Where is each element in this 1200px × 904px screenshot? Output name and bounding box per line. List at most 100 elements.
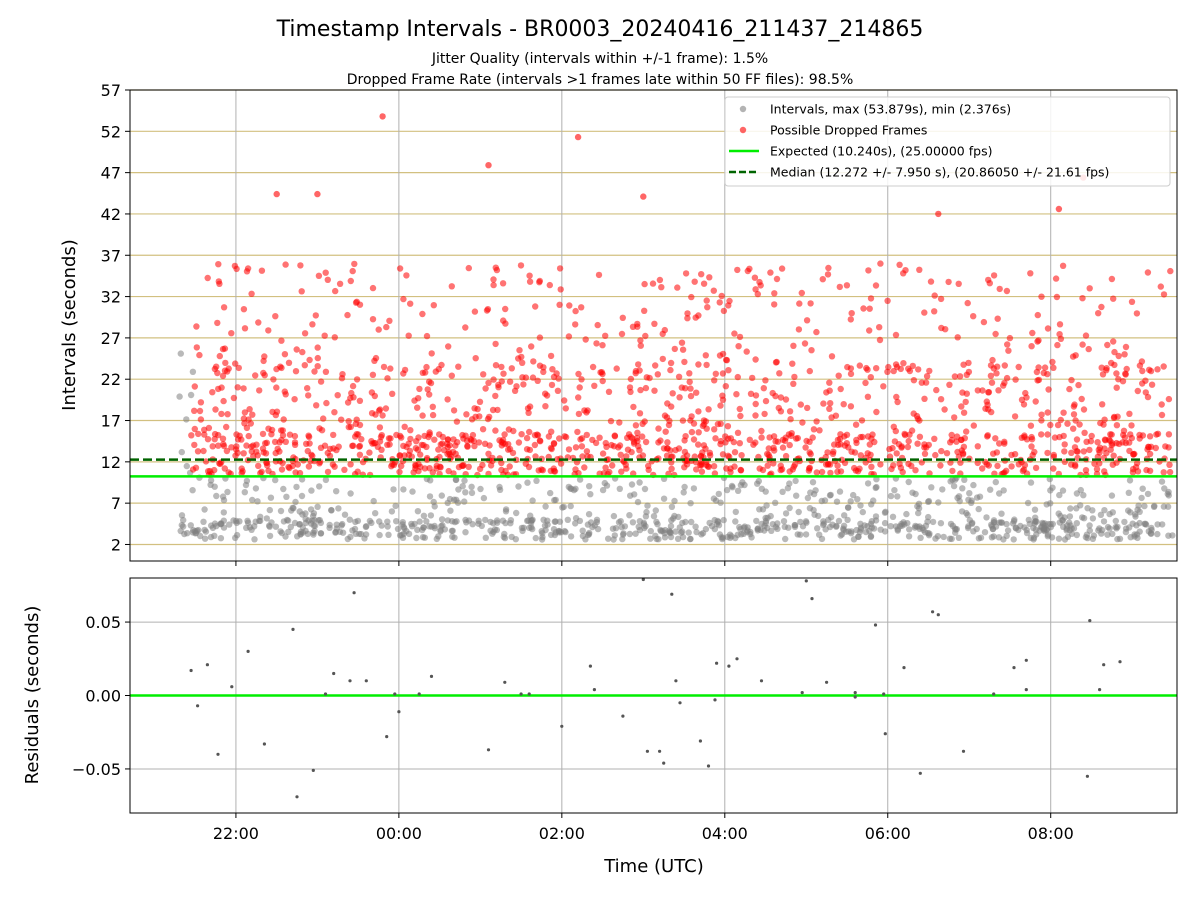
dropped-frame-point: [331, 463, 338, 470]
dropped-frame-point: [834, 462, 841, 469]
dropped-frame-point: [798, 289, 805, 297]
interval-point: [1132, 511, 1139, 518]
dropped-frame-point: [705, 406, 712, 413]
dropped-frame-point: [205, 468, 212, 475]
dropped-frame-point: [608, 441, 615, 449]
interval-point: [339, 529, 347, 536]
residual-point: [825, 680, 829, 684]
interval-point: [628, 481, 636, 488]
interval-point: [280, 485, 287, 493]
interval-point: [299, 529, 307, 536]
interval-point: [739, 479, 746, 486]
dropped-frame-point: [816, 427, 823, 434]
interval-point: [988, 534, 996, 541]
interval-point: [983, 514, 990, 521]
dropped-frame-point: [314, 344, 321, 351]
interval-point: [180, 523, 187, 530]
residuals-y-tick-label: 0.05: [85, 613, 121, 632]
dropped-frame-point: [983, 398, 990, 405]
dropped-frame-point: [440, 446, 448, 454]
dropped-frame-point: [884, 297, 891, 304]
dropped-frame-point: [876, 336, 884, 344]
dropped-frame-point: [916, 433, 924, 440]
dropped-frame-point: [387, 365, 394, 372]
dropped-frame-point: [330, 431, 337, 439]
dropped-frame-point: [214, 319, 221, 327]
interval-point: [1151, 502, 1158, 510]
interval-point: [230, 517, 237, 524]
dropped-frame-point: [797, 401, 804, 408]
interval-point: [438, 516, 446, 523]
dropped-frame-point: [1018, 396, 1026, 403]
dropped-frame-point: [910, 377, 918, 384]
interval-point: [976, 493, 984, 500]
interval-point: [311, 527, 318, 535]
interval-point: [932, 535, 939, 542]
interval-point: [970, 481, 977, 489]
dropped-frame-point: [888, 465, 895, 473]
dropped-frame-point: [258, 267, 266, 274]
dropped-frame-point: [278, 466, 286, 473]
intervals-y-tick-label: 32: [101, 288, 121, 307]
dropped-frame-point: [211, 430, 219, 438]
dropped-frame-point: [556, 435, 563, 442]
dropped-frame-point: [554, 387, 562, 394]
interval-point: [438, 492, 445, 499]
dropped-frame-point: [1051, 434, 1059, 441]
dropped-frame-point: [770, 460, 777, 467]
dropped-frame-point: [515, 355, 522, 362]
dropped-frame-point: [1073, 436, 1081, 443]
interval-point: [822, 526, 829, 533]
residual-point: [1024, 688, 1028, 692]
dropped-frame-point: [841, 459, 849, 467]
dropped-frame-point: [244, 265, 252, 272]
dropped-frame-point: [711, 377, 718, 384]
dropped-frame-point: [947, 459, 954, 466]
interval-point: [835, 517, 843, 525]
dropped-frame-point: [736, 405, 743, 413]
interval-point: [605, 535, 612, 542]
intervals-y-tick-label: 52: [101, 122, 121, 141]
interval-point: [507, 520, 514, 527]
dropped-frame-point: [682, 270, 690, 277]
dropped-frame-point: [282, 438, 289, 445]
dropped-frame-point: [988, 379, 996, 386]
interval-point: [769, 521, 776, 528]
dropped-frame-point: [933, 386, 940, 394]
dropped-frame-point: [992, 330, 999, 338]
interval-point: [939, 486, 946, 493]
dropped-frame-point: [1107, 446, 1114, 453]
interval-point: [576, 476, 584, 483]
dropped-frame-point: [963, 428, 970, 435]
intervals-y-axis-label: Intervals (seconds): [59, 239, 80, 411]
interval-point: [917, 534, 924, 541]
dropped-frame-point: [216, 460, 223, 467]
dropped-frame-point: [866, 327, 873, 334]
interval-point: [533, 477, 540, 484]
dropped-frame-point: [843, 282, 851, 289]
dropped-frame-point: [476, 398, 484, 405]
interval-point: [1122, 528, 1130, 536]
dropped-frame-point: [1044, 409, 1051, 416]
interval-point: [724, 533, 731, 541]
interval-point: [802, 531, 810, 538]
dropped-frame-point: [619, 314, 626, 321]
dropped-frame-point: [640, 193, 647, 200]
interval-point: [493, 517, 501, 524]
dropped-frame-point: [731, 330, 738, 337]
interval-point: [1116, 535, 1124, 542]
dropped-frame-point: [475, 439, 483, 446]
interval-point: [680, 489, 687, 496]
interval-point: [738, 531, 745, 538]
interval-point: [668, 503, 676, 510]
dropped-frame-point: [635, 361, 642, 368]
dropped-frame-point: [583, 431, 590, 439]
dropped-frame-point: [847, 403, 855, 410]
dropped-frame-point: [410, 469, 417, 476]
interval-point: [877, 526, 884, 533]
interval-point: [774, 525, 781, 532]
interval-point: [421, 534, 428, 541]
dropped-frame-point: [1027, 270, 1034, 277]
interval-point: [409, 488, 416, 495]
dropped-frame-point: [860, 305, 867, 312]
